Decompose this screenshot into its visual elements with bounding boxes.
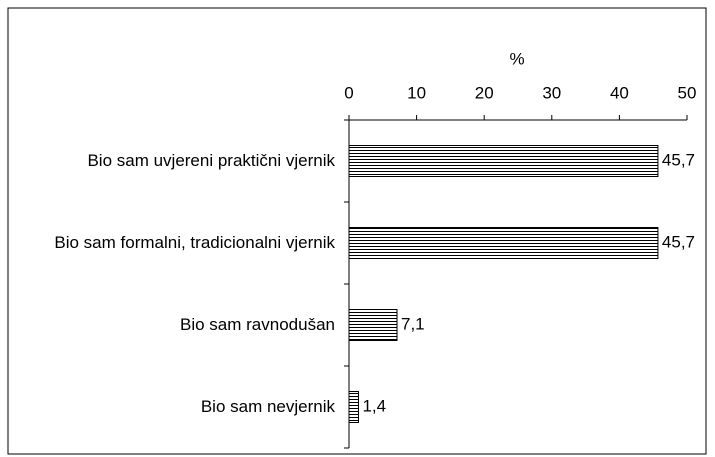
category-label-box: Bio sam formalni, tradicionalni vjernik	[5, 218, 335, 268]
value-label: 1,4	[362, 396, 386, 415]
bar	[348, 227, 659, 259]
value-label: 45,7	[662, 232, 695, 251]
y-tick-label: Bio sam nevjernik	[200, 397, 335, 416]
y-tick-label: Bio sam uvjereni praktični vjernik	[87, 151, 335, 170]
bar	[348, 391, 359, 423]
y-tick-label: Bio sam ravnodušan	[180, 315, 335, 334]
x-tick-label: 30	[542, 83, 561, 102]
x-tick-label: 0	[344, 83, 353, 102]
category-label-box: Bio sam uvjereni praktični vjernik	[5, 136, 335, 186]
value-label: 7,1	[401, 314, 425, 333]
x-tick-label: 10	[407, 83, 426, 102]
bar	[348, 145, 659, 177]
x-tick-label: 20	[475, 83, 494, 102]
x-axis-label: %	[509, 49, 524, 68]
value-label: 45,7	[662, 150, 695, 169]
x-tick-label: 50	[678, 83, 697, 102]
y-tick-label: Bio sam formalni, tradicionalni vjernik	[54, 233, 335, 252]
category-label-box: Bio sam ravnodušan	[5, 300, 335, 350]
frame	[7, 7, 707, 455]
category-label-box: Bio sam nevjernik	[5, 382, 335, 432]
bar	[348, 309, 398, 341]
x-tick-label: 40	[610, 83, 629, 102]
